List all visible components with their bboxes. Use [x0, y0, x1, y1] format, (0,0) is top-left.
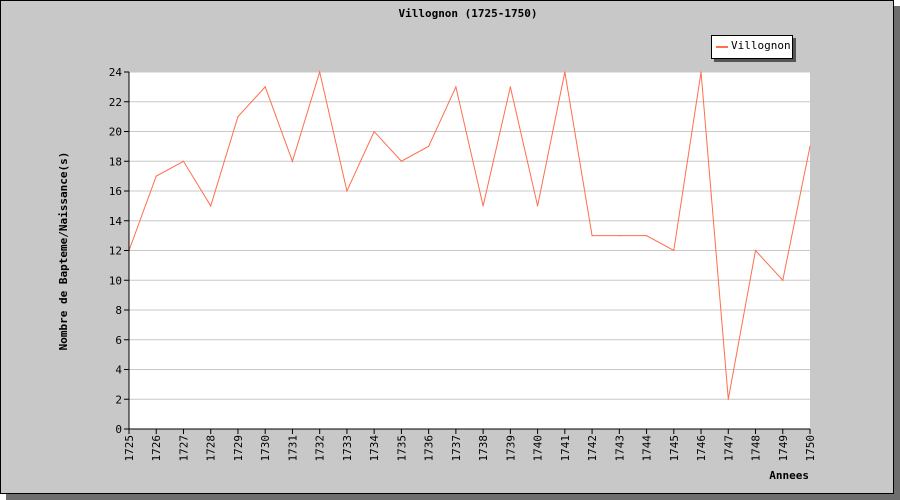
data-point — [428, 145, 430, 147]
y-tick-label: 4 — [115, 364, 122, 377]
x-tick-label: 1748 — [750, 435, 763, 462]
y-tick-label: 8 — [115, 304, 122, 317]
y-tick-label: 0 — [115, 423, 122, 436]
data-point — [809, 145, 811, 147]
x-tick-label: 1750 — [804, 435, 817, 462]
data-point — [210, 205, 212, 207]
data-point — [373, 130, 375, 133]
data-point — [237, 116, 239, 118]
y-tick-label: 14 — [109, 215, 123, 228]
y-tick-label: 18 — [109, 155, 122, 168]
legend: Villognon — [711, 35, 793, 59]
data-point — [182, 160, 185, 162]
data-point — [155, 175, 157, 177]
x-tick-label: 1744 — [641, 435, 654, 462]
legend-label-villognon: Villognon — [731, 39, 791, 52]
y-tick-label: 22 — [109, 96, 122, 109]
x-tick-label: 1741 — [559, 435, 572, 462]
x-tick-label: 1726 — [150, 435, 163, 462]
x-tick-label: 1728 — [205, 435, 218, 462]
x-tick-label: 1739 — [504, 435, 517, 462]
x-tick-label: 1730 — [259, 435, 272, 462]
data-point — [673, 249, 675, 252]
series-layer — [128, 70, 811, 400]
grid-lines — [129, 71, 810, 400]
x-tick-label: 1740 — [532, 435, 545, 462]
x-tick-label: 1747 — [722, 435, 735, 462]
y-tick-label: 24 — [109, 66, 123, 79]
data-point — [754, 249, 757, 252]
data-point — [537, 205, 539, 207]
x-tick-label: 1745 — [668, 435, 681, 462]
data-point — [319, 71, 321, 73]
data-point — [618, 235, 620, 237]
data-point — [400, 160, 402, 162]
y-tick-label: 6 — [115, 334, 122, 347]
y-tick-label: 20 — [109, 126, 122, 139]
x-tick-label: 1727 — [177, 435, 190, 462]
data-point — [482, 205, 484, 207]
series-line-villognon — [128, 70, 811, 400]
data-point — [727, 398, 729, 400]
y-axis-title: Nombre de Bapteme/Naissance(s) — [57, 152, 70, 351]
data-point — [455, 86, 457, 88]
data-point — [591, 235, 593, 237]
data-point — [645, 235, 648, 237]
data-point — [700, 71, 702, 73]
x-tick-label: 1725 — [123, 435, 136, 462]
x-tick-label: 1733 — [341, 435, 354, 462]
x-tick-label: 1749 — [777, 435, 790, 462]
data-point — [346, 190, 348, 192]
chart-title: Villognon (1725-1750) — [398, 7, 537, 20]
x-tick-label: 1734 — [368, 435, 381, 462]
x-tick-label: 1732 — [314, 435, 327, 462]
x-tick-label: 1743 — [613, 435, 626, 462]
data-point — [564, 71, 566, 73]
x-tick-label: 1737 — [450, 435, 463, 462]
x-tick-label: 1746 — [695, 435, 708, 462]
x-tick-label: 1738 — [477, 435, 490, 462]
x-tick-label: 1729 — [232, 435, 245, 462]
x-axis-ticks: 1725 1726 1727 1728 1729 1730 1731 1732 1733 1734… — [123, 429, 817, 462]
y-tick-label: 12 — [109, 245, 122, 258]
data-point — [509, 86, 511, 88]
y-tick-label: 2 — [115, 393, 122, 406]
x-axis-title: Annees — [769, 469, 809, 482]
x-tick-label: 1736 — [423, 435, 436, 462]
legend-swatch — [716, 46, 728, 48]
y-tick-label: 10 — [109, 274, 122, 287]
data-point — [291, 160, 294, 162]
x-tick-label: 1742 — [586, 435, 599, 462]
x-tick-label: 1731 — [286, 435, 299, 462]
data-point — [264, 86, 266, 88]
y-tick-label: 16 — [109, 185, 122, 198]
data-point — [782, 279, 784, 281]
x-tick-label: 1735 — [395, 435, 408, 462]
